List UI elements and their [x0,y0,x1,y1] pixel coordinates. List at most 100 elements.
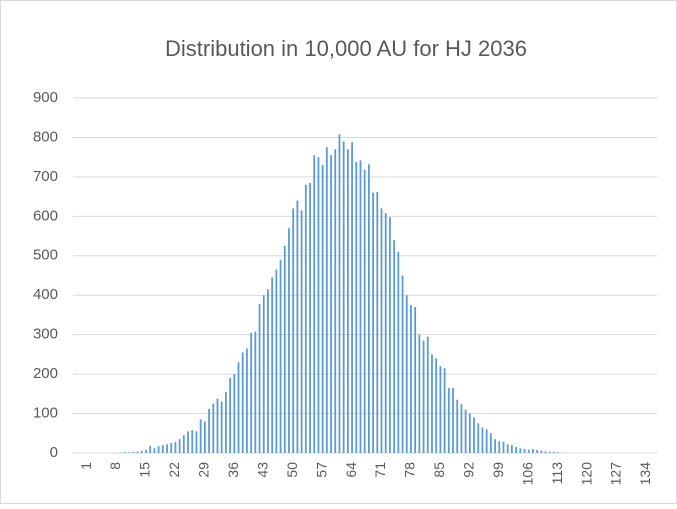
bar [418,335,420,453]
bar [212,404,214,453]
bar [313,155,315,453]
bar [318,157,320,453]
bar [465,410,467,453]
x-tick-label: 120 [578,462,594,486]
bar [242,352,244,453]
x-tick-label: 127 [608,462,624,486]
bar [423,341,425,453]
bar [364,170,366,453]
y-tick-label: 500 [33,247,58,264]
bar [229,378,231,453]
x-tick-label: 92 [461,462,477,478]
bar [498,441,500,453]
bar [221,402,223,453]
bar [208,409,210,453]
bar [326,147,328,453]
bar [124,452,126,453]
x-tick-label: 57 [313,462,329,478]
bar [503,442,505,453]
bar [461,404,463,453]
bar [545,451,547,453]
bar [482,427,484,453]
x-tick-label: 8 [107,462,123,470]
x-tick-label: 15 [137,462,153,478]
y-tick-label: 600 [33,207,58,224]
bar [204,421,206,453]
x-tick-label: 29 [196,462,212,478]
y-tick-label: 300 [33,326,58,343]
bar [360,160,362,453]
bar [343,141,345,453]
bar [406,295,408,453]
x-tick-label: 1 [78,462,94,470]
bar [376,192,378,453]
bar [524,449,526,453]
bar [132,452,134,453]
x-tick-label: 85 [431,462,447,478]
x-tick-label: 113 [549,462,565,485]
bar [393,240,395,453]
bar [305,185,307,453]
bar [456,400,458,453]
bar [372,193,374,453]
bar [490,433,492,453]
bar [141,451,143,453]
y-tick-label: 900 [33,89,58,106]
x-tick-label: 106 [519,462,535,486]
bar [519,448,521,453]
y-tick-label: 800 [33,128,58,145]
bar [427,337,429,453]
x-tick-label: 71 [372,462,388,478]
bar [339,134,341,453]
bar [322,165,324,453]
y-tick-label: 400 [33,286,58,303]
bar [368,164,370,453]
bar [410,305,412,453]
x-tick-label: 78 [402,462,418,478]
bar [187,431,189,453]
bar [351,142,353,453]
bar [284,246,286,453]
bar [494,439,496,453]
x-tick-label: 22 [166,462,182,478]
bar [330,155,332,453]
bar [507,444,509,453]
bar [153,448,155,453]
bar [301,210,303,453]
bar [431,354,433,453]
bar [162,445,164,453]
bar [389,217,391,453]
x-tick-label: 36 [225,462,241,478]
bar [553,452,555,453]
bar [402,276,404,454]
bar [170,443,172,453]
bar [469,414,471,453]
bar [549,452,551,453]
bar [397,252,399,453]
bar [515,447,517,453]
y-tick-label: 100 [33,405,58,422]
bar [439,366,441,453]
bar [275,270,277,453]
bar [225,392,227,453]
bar [183,435,185,453]
bar [280,260,282,453]
bar [414,307,416,453]
chart-title: Distribution in 10,000 AU for HJ 2036 [165,36,527,61]
bar [347,149,349,453]
bar [528,450,530,453]
bar [536,450,538,453]
bar [334,149,336,453]
bar [557,452,559,453]
bar [271,277,273,453]
bar [473,418,475,454]
bar [254,332,256,453]
bar [385,213,387,453]
bar [145,450,147,453]
bar [175,442,177,453]
bar [486,429,488,453]
y-tick-label: 0 [50,444,58,461]
x-tick-label: 43 [254,462,270,478]
y-tick-label: 200 [33,365,58,382]
